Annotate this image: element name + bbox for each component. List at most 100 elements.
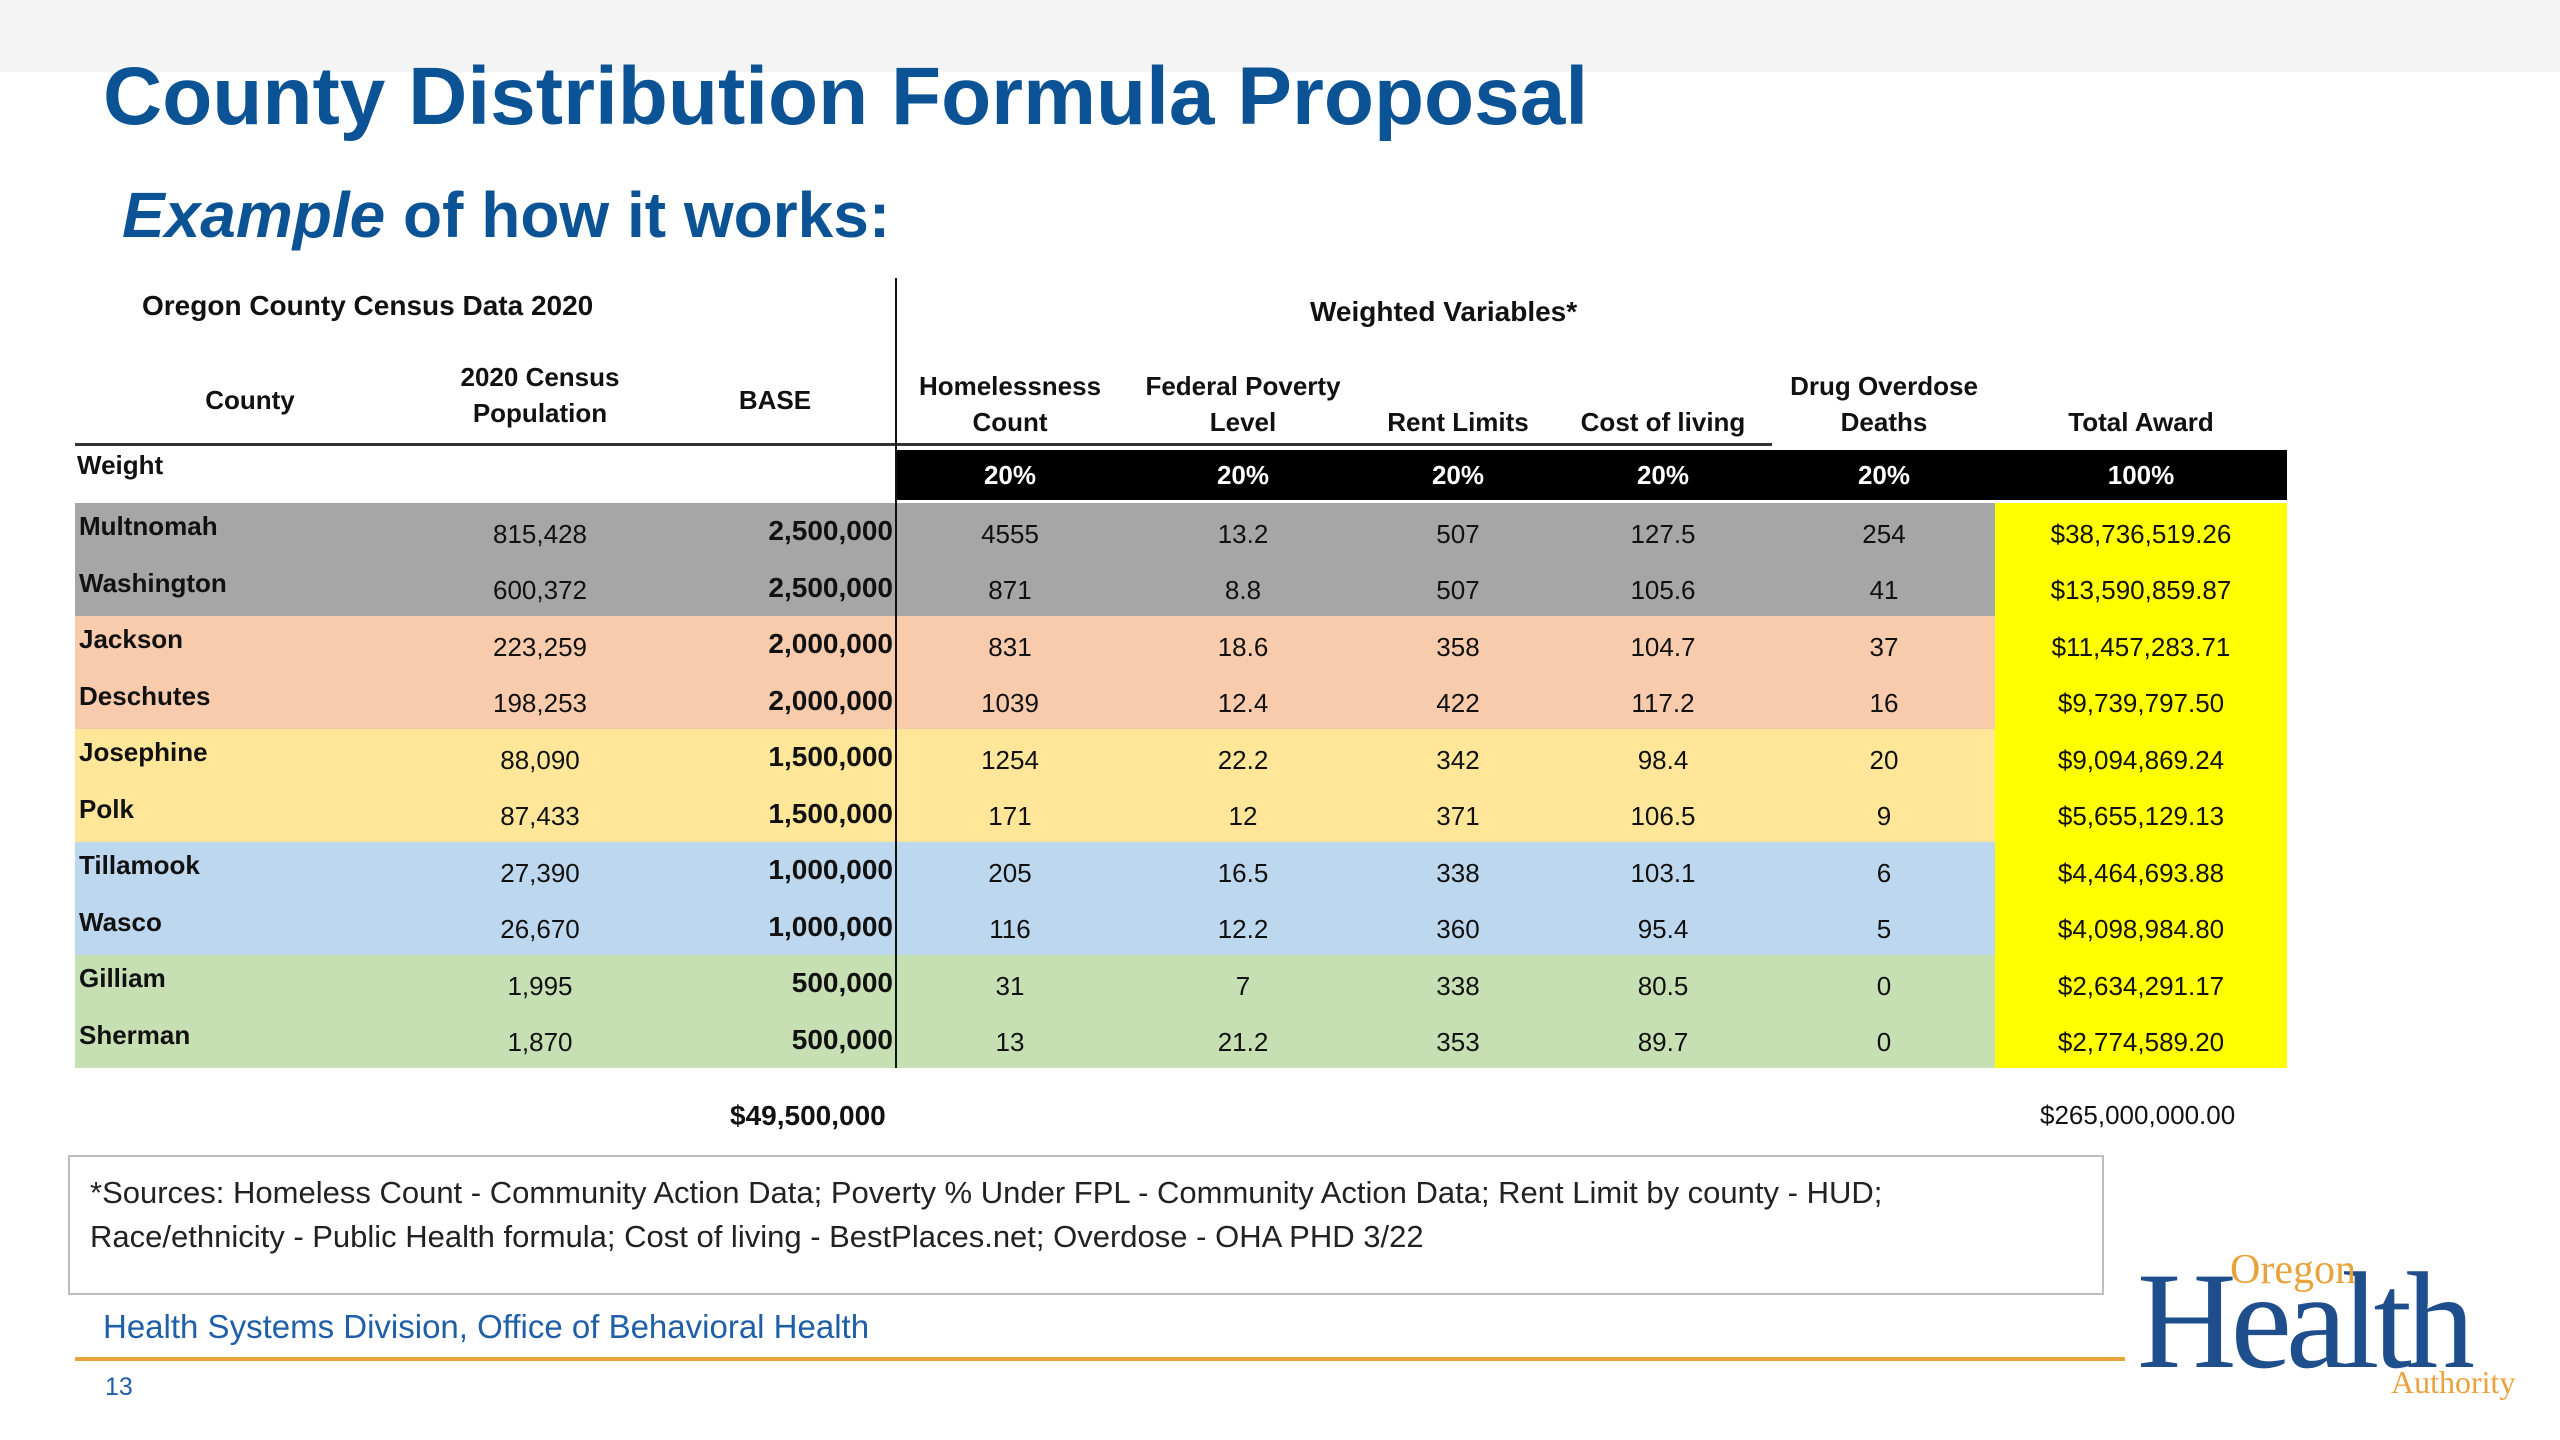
- cell-base: 2,500,000: [768, 571, 893, 603]
- cell-county: Gilliam: [79, 963, 166, 993]
- cell-population: 815,428: [493, 518, 587, 549]
- cell-overdose: 0: [1876, 970, 1892, 1001]
- header-total-award-text: Total Award: [2068, 407, 2214, 437]
- footer-division: Health Systems Division, Office of Behav…: [103, 1308, 870, 1345]
- cell-total-award: $4,464,693.88: [1995, 842, 2287, 899]
- cell-cost: 95.4: [1637, 914, 1689, 945]
- cell-rent: 507: [1436, 575, 1480, 606]
- cell-overdose: 37: [1869, 631, 1899, 662]
- cell-homelessness: 1254: [981, 744, 1039, 775]
- weight-homelessness: 20%: [897, 450, 1123, 500]
- cell-overdose: 9: [1876, 801, 1892, 832]
- top-strip: [0, 0, 2560, 72]
- header-overdose-text: Drug Overdose Deaths: [1790, 371, 1978, 437]
- cell-cost: 127.5: [1630, 518, 1696, 549]
- cell-overdose: 6: [1876, 857, 1892, 888]
- cell-base: 500,000: [791, 967, 893, 999]
- cell-base: 2,500,000: [768, 515, 893, 547]
- cell-county: Polk: [79, 793, 134, 824]
- cell-rent: 338: [1436, 857, 1480, 888]
- header-poverty: Federal Poverty Level: [1123, 360, 1363, 440]
- weighted-variables-label: Weighted Variables*: [1310, 296, 1578, 327]
- cell-county: Multnomah: [79, 511, 218, 541]
- cell-overdose: 41: [1869, 575, 1899, 606]
- table-row: [75, 785, 2287, 842]
- cell-rent: 371: [1436, 801, 1480, 832]
- logo-top-word: Oregon: [2230, 1247, 2356, 1293]
- sources-box: *Sources: Homeless Count - Community Act…: [68, 1155, 2104, 1295]
- cell-homelessness: 831: [988, 631, 1032, 662]
- cell-overdose: 20: [1869, 744, 1899, 775]
- cell-population: 198,253: [493, 688, 587, 719]
- cell-cost: 80.5: [1637, 970, 1689, 1001]
- header-county-text: County: [205, 385, 295, 415]
- cell-total-award: $2,634,291.17: [1995, 955, 2287, 1012]
- weight-label: Weight: [77, 450, 164, 480]
- cell-homelessness: 13: [995, 1027, 1025, 1058]
- cell-base: 1,500,000: [768, 741, 893, 773]
- header-population: 2020 Census Population: [425, 355, 655, 435]
- census-group-label: Oregon County Census Data 2020: [142, 290, 594, 321]
- sources-line-2: Race/ethnicity - Public Health formula; …: [90, 1219, 1424, 1254]
- header-homelessness-text: Homelessness Count: [918, 371, 1102, 437]
- cell-poverty: 22.2: [1217, 744, 1269, 775]
- table-row: [75, 898, 2287, 955]
- header-county: County: [145, 360, 355, 440]
- header-cost-text: Cost of living: [1580, 407, 1746, 437]
- table-row: [75, 616, 2287, 673]
- cell-overdose: 0: [1876, 1027, 1892, 1058]
- cell-county: Sherman: [79, 1019, 191, 1050]
- cell-population: 1,870: [507, 1027, 573, 1058]
- cell-rent: 353: [1436, 1027, 1480, 1058]
- cell-rent: 358: [1436, 631, 1480, 662]
- header-population-text: 2020 Census Population: [460, 362, 620, 428]
- cell-population: 600,372: [493, 575, 587, 606]
- header-base: BASE: [700, 360, 850, 440]
- slide-title: County Distribution Formula Proposal: [103, 51, 1589, 142]
- cell-base: 1,500,000: [768, 797, 893, 829]
- cell-cost: 117.2: [1631, 688, 1695, 719]
- cell-total-award: $13,590,859.87: [1995, 559, 2287, 616]
- cell-population: 1,995: [507, 970, 573, 1001]
- header-rent: Rent Limits: [1363, 360, 1553, 440]
- subtitle-rest: of how it works:: [385, 179, 891, 251]
- weight-poverty: 20%: [1123, 450, 1363, 500]
- logo-bottom-word: Authority: [2391, 1364, 2515, 1400]
- weight-total: 100%: [1995, 450, 2287, 500]
- cell-cost: 105.6: [1630, 575, 1696, 606]
- cell-homelessness: 205: [988, 857, 1032, 888]
- subtitle-emphasis: Example: [122, 179, 386, 251]
- weight-rent: 20%: [1363, 450, 1553, 500]
- cell-rent: 422: [1436, 688, 1480, 719]
- header-homelessness: Homelessness Count: [897, 360, 1123, 440]
- cell-total-award: $9,739,797.50: [1995, 672, 2287, 729]
- cell-cost: 106.5: [1630, 801, 1696, 832]
- cell-cost: 89.7: [1637, 1027, 1689, 1058]
- cell-homelessness: 871: [988, 575, 1032, 606]
- cell-population: 223,259: [493, 631, 587, 662]
- oregon-health-authority-logo: Health Oregon Authority: [2137, 1245, 2515, 1400]
- cell-total-award: $5,655,129.13: [1995, 785, 2287, 842]
- header-overdose: Drug Overdose Deaths: [1773, 360, 1995, 440]
- header-total-award: Total Award: [1995, 360, 2287, 440]
- cell-total-award: $11,457,283.71: [1995, 616, 2287, 673]
- table-row: [75, 729, 2287, 786]
- table-row: [75, 559, 2287, 616]
- cell-population: 87,433: [500, 801, 580, 832]
- cell-population: 88,090: [500, 744, 580, 775]
- cell-cost: 103.1: [1630, 857, 1696, 888]
- weight-overdose: 20%: [1773, 450, 1995, 500]
- cell-population: 27,390: [500, 857, 580, 888]
- header-poverty-text: Federal Poverty Level: [1145, 371, 1341, 437]
- base-total: $49,500,000: [730, 1100, 886, 1131]
- cell-poverty: 8.8: [1224, 575, 1262, 606]
- cell-base: 500,000: [791, 1023, 893, 1055]
- cell-base: 1,000,000: [768, 854, 893, 886]
- cell-total-award: $2,774,589.20: [1995, 1011, 2287, 1068]
- table-row: [75, 503, 2287, 560]
- logo-main-word: Health: [2137, 1245, 2474, 1397]
- cell-homelessness: 1039: [981, 688, 1039, 719]
- cell-county: Tillamook: [79, 850, 200, 880]
- footer-rule: [75, 1357, 2125, 1361]
- cell-poverty: 12.4: [1217, 688, 1269, 719]
